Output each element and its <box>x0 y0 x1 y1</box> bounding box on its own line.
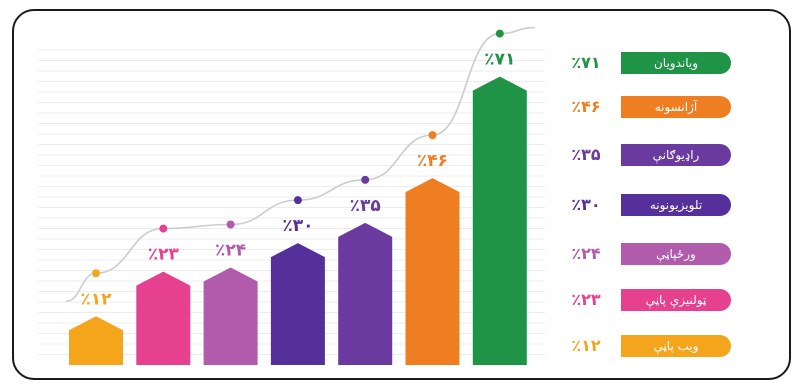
legend-category-label: ویاندویان <box>621 52 731 74</box>
legend-value: ٪۳۰ <box>571 195 601 214</box>
legend-row-1: ٪۱۲ ویب پاڼې <box>555 334 735 358</box>
trend-point-6 <box>428 131 437 140</box>
legend-row-2: ٪۲۳ ټولنیزې پاڼې <box>555 288 735 312</box>
bar-5 <box>338 222 393 365</box>
trend-point-5 <box>361 175 370 184</box>
legend-category-label: ټولنیزې پاڼې <box>621 289 731 311</box>
legend-value: ٪۴۶ <box>571 97 601 116</box>
bars <box>69 76 527 365</box>
bar-6 <box>405 178 460 365</box>
trend-point-7 <box>495 29 504 38</box>
bar-value-label-6: ٪۴۶ <box>417 151 448 171</box>
legend-category-label: آژانسونه <box>621 96 731 118</box>
bar-value-label-3: ٪۲۴ <box>215 241 246 261</box>
legend-row-5: ٪۳۵ راډیوګانې <box>555 143 735 167</box>
bar-value-label-2: ٪۲۳ <box>148 245 180 265</box>
legend-value: ٪۷۱ <box>571 53 601 72</box>
legend-row-3: ٪۲۴ ورځپاڼې <box>555 242 735 266</box>
legend-category-label: ورځپاڼې <box>621 243 731 265</box>
legend-row-4: ٪۳۰ تلویزیونونه <box>555 193 735 217</box>
legend-value: ٪۱۲ <box>571 336 601 355</box>
bar-value-label-1: ٪۱۲ <box>80 289 112 309</box>
legend-value: ٪۲۳ <box>571 290 601 309</box>
trend-point-4 <box>293 196 302 205</box>
legend-value: ٪۲۴ <box>571 244 601 263</box>
bar-value-label-4: ٪۳۰ <box>282 216 313 236</box>
bar-value-label-5: ٪۳۵ <box>350 196 381 216</box>
bar-2 <box>136 271 191 365</box>
legend-category-label: تلویزیونونه <box>621 194 731 216</box>
legend-value: ٪۳۵ <box>571 145 601 164</box>
bar-3 <box>203 267 258 365</box>
legend-row-7: ٪۷۱ ویاندویان <box>555 51 735 75</box>
legend-row-6: ٪۴۶ آژانسونه <box>555 95 735 119</box>
bar-value-label-7: ٪۷۱ <box>484 50 515 70</box>
trend-point-1 <box>92 269 100 278</box>
bar-4 <box>270 243 325 365</box>
trend-point-3 <box>226 220 235 229</box>
legend-category-label: راډیوګانې <box>621 144 731 166</box>
trend-point-2 <box>159 224 168 233</box>
value-labels: ٪۱۲ ٪۲۳ ٪۲۴ ٪۳۰ ٪۳۵ ٪۴۶ ٪۷۱ <box>80 50 515 310</box>
trend-line <box>65 26 535 303</box>
bar-7 <box>472 76 527 365</box>
legend-category-label: ویب پاڼې <box>621 335 731 357</box>
trend-points <box>92 29 504 278</box>
bar-1 <box>69 316 123 365</box>
